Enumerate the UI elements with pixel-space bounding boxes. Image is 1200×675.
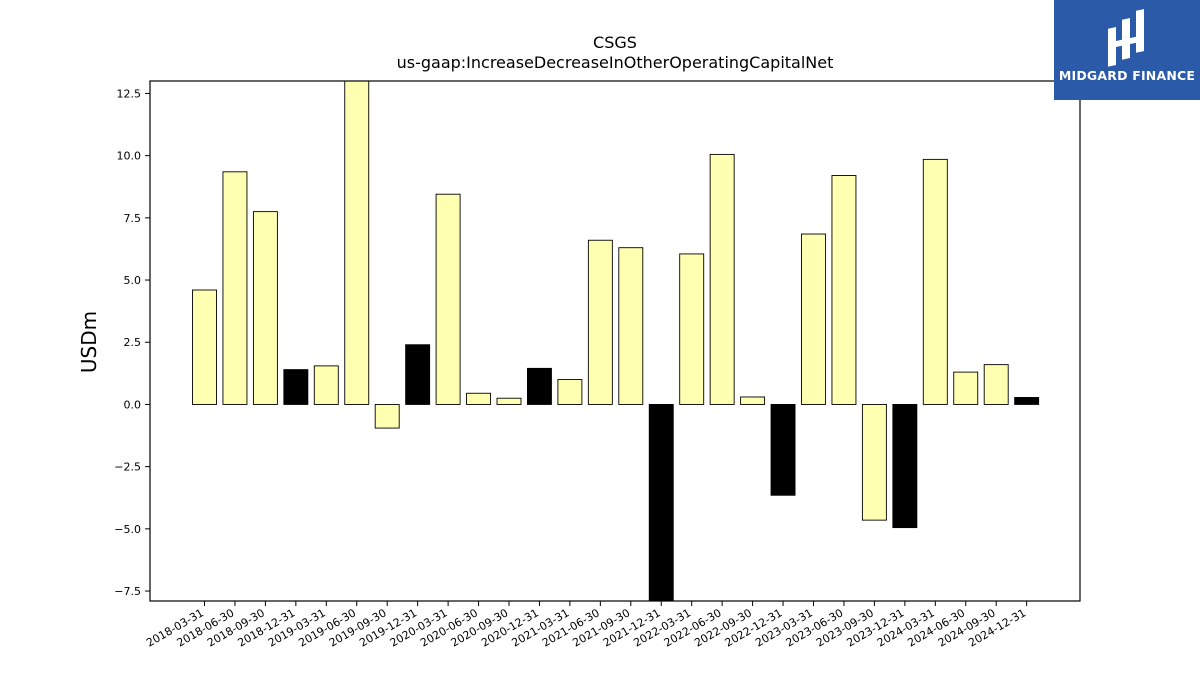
bar-2021-09-30 <box>618 247 644 405</box>
bar-2020-12-31 <box>527 367 552 405</box>
x-ticks-group: 2018-03-312018-06-302018-09-302018-12-31… <box>144 601 1028 650</box>
bar-2022-09-30 <box>740 396 766 405</box>
bar-2024-06-30 <box>953 371 979 405</box>
bar-2021-06-30 <box>587 239 613 405</box>
bar-2024-09-30 <box>983 364 1009 405</box>
y-tick-label: 5.0 <box>124 274 142 287</box>
bar-2023-12-31 <box>892 403 918 529</box>
bar-2018-09-30 <box>252 211 278 405</box>
bar-2018-03-31 <box>192 289 217 405</box>
bar-2019-03-31 <box>313 365 339 405</box>
bar-2024-03-31 <box>922 158 948 405</box>
y-tick-label: 12.5 <box>117 87 142 100</box>
brand-logo: MIDGARD FINANCE <box>1054 0 1200 100</box>
logo-text: MIDGARD FINANCE <box>1058 68 1196 83</box>
bar-2022-03-31 <box>679 253 705 405</box>
bar-2022-06-30 <box>709 153 735 405</box>
bar-2023-03-31 <box>801 233 826 405</box>
y-tick-label: −7.5 <box>114 585 141 598</box>
bar-2020-03-31 <box>435 193 461 405</box>
bar-2019-09-30 <box>374 403 400 429</box>
bar-2019-12-31 <box>405 344 431 405</box>
bar-2024-12-31 <box>1014 397 1040 405</box>
bar-2021-12-31 <box>648 403 674 602</box>
bar-2018-12-31 <box>283 369 309 405</box>
plot-frame <box>149 80 1081 602</box>
bar-2022-12-31 <box>770 403 796 496</box>
logo-mark-icon <box>1108 9 1144 67</box>
chart-title: CSGS <box>593 33 637 52</box>
bar-2023-06-30 <box>831 175 857 405</box>
y-tick-label: 0.0 <box>124 398 142 411</box>
chart-subtitle: us-gaap:IncreaseDecreaseInOtherOperating… <box>397 53 834 72</box>
y-tick-label: −2.5 <box>114 461 141 474</box>
bar-2018-06-30 <box>222 171 248 405</box>
y-tick-label: 10.0 <box>117 150 142 163</box>
bar-2023-09-30 <box>861 403 887 521</box>
y-tick-label: 7.5 <box>124 212 142 225</box>
bar-2021-03-31 <box>557 379 583 405</box>
bar-2020-09-30 <box>496 397 522 405</box>
bars-group <box>192 80 1040 602</box>
y-tick-label: −5.0 <box>114 523 141 536</box>
y-ticks-group: −7.5 −5.0 −2.5 0.0 2.5 5.0 7.5 10.0 12.5 <box>114 87 150 598</box>
y-axis-label: USDm <box>77 311 101 373</box>
bar-2019-06-30 <box>344 80 370 405</box>
y-tick-label: 2.5 <box>124 336 142 349</box>
bar-2020-06-30 <box>466 392 491 405</box>
